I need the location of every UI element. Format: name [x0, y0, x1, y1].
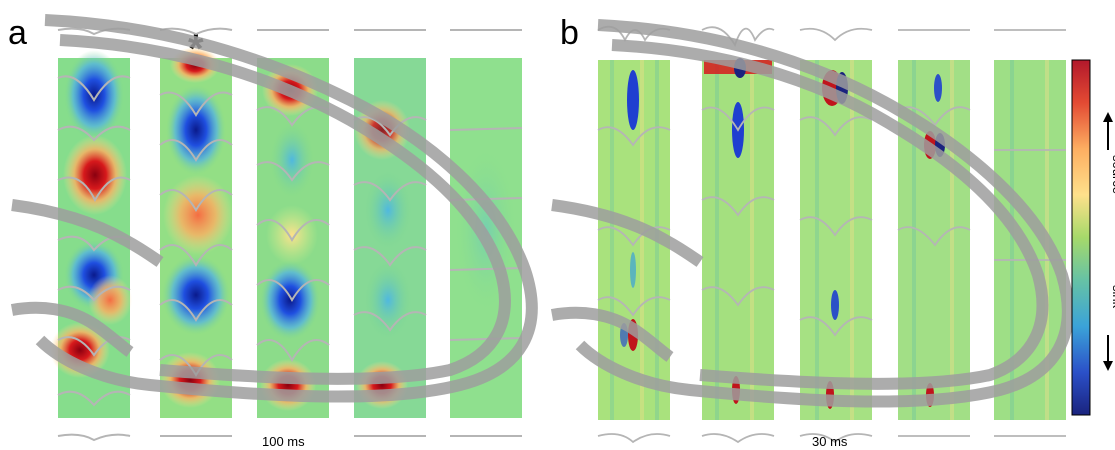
sink-blob: [260, 260, 320, 340]
source-blob: [160, 352, 220, 408]
sink-arrow: [1103, 335, 1113, 371]
source-blob: [260, 359, 316, 411]
sink-blob: [270, 122, 314, 198]
sink-blob: [831, 290, 839, 320]
scale-label-b: 30 ms: [812, 434, 848, 449]
colorbar-sink-label: sink: [1110, 285, 1115, 309]
colorbar: source sink: [1071, 59, 1115, 416]
sink-blob: [162, 255, 230, 335]
lfp-traces-a: [57, 27, 523, 442]
colorbar-source-label: source: [1110, 155, 1115, 194]
orange-region: [163, 175, 233, 255]
sink-blob: [64, 50, 124, 140]
source-blob: [63, 135, 127, 215]
sink-blob: [934, 74, 942, 102]
csd-strip-b3: [800, 60, 872, 420]
panel-a-letter: a: [8, 14, 27, 52]
sink-blob: [630, 252, 636, 288]
scale-label-a: 100 ms: [262, 434, 305, 449]
sink-blob: [627, 70, 639, 130]
hippocampus-outline-b: [550, 19, 1074, 408]
sink-blob: [166, 85, 226, 175]
yellow-region: [266, 205, 318, 265]
source-arrow: [1103, 112, 1113, 150]
panel-b-letter: b: [560, 14, 579, 52]
sink-blob: [364, 170, 412, 250]
colorbar-gradient: [1071, 59, 1091, 416]
hippocampus-outline-a: [10, 14, 538, 403]
